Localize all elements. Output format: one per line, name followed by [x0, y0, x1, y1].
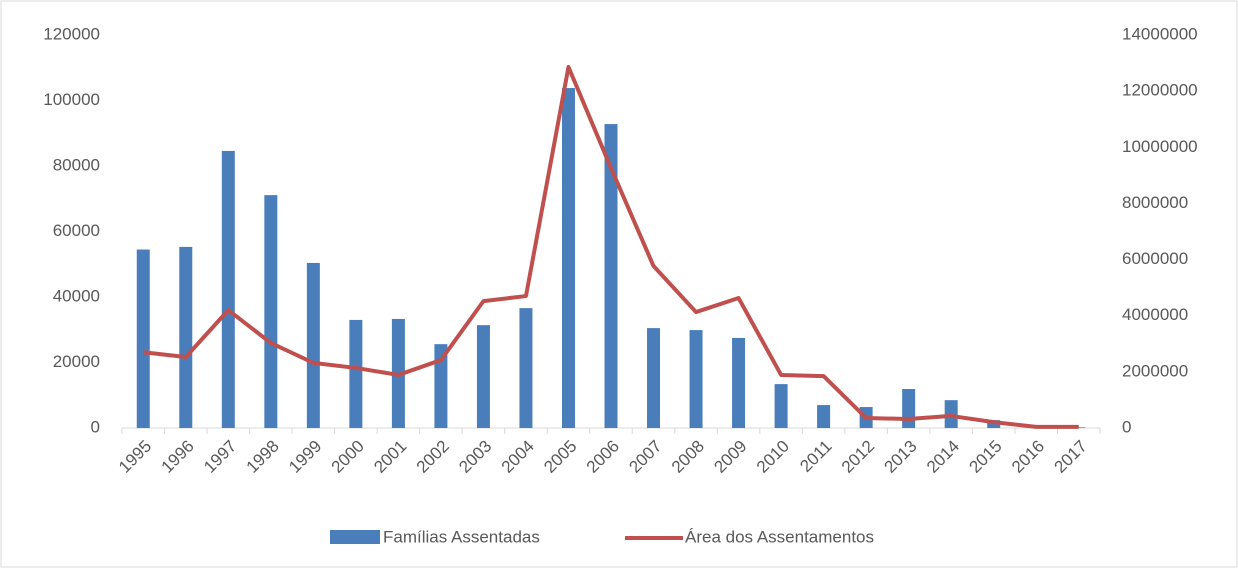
y-tick-label: 40000 — [53, 286, 100, 305]
y2-tick-label: 8000000 — [1122, 193, 1188, 212]
y-tick-label: 20000 — [53, 352, 100, 371]
bar — [519, 308, 533, 428]
y-tick-label: 0 — [91, 417, 100, 436]
bar — [264, 195, 278, 428]
y2-tick-label: 2000000 — [1122, 361, 1188, 380]
bar — [306, 262, 320, 428]
bar — [179, 246, 193, 428]
legend-swatch — [330, 530, 380, 544]
legend-label: Área dos Assentamentos — [685, 527, 874, 546]
y2-tick-label: 14000000 — [1122, 24, 1198, 43]
legend-label: Famílias Assentadas — [383, 527, 540, 546]
bar — [732, 337, 746, 428]
bar — [647, 328, 661, 428]
y-tick-label: 60000 — [53, 221, 100, 240]
bar — [774, 384, 788, 428]
bar — [689, 330, 703, 428]
bar — [902, 389, 916, 428]
bar — [476, 325, 490, 428]
y2-tick-label: 12000000 — [1122, 81, 1198, 100]
y2-tick-label: 10000000 — [1122, 137, 1198, 156]
bar — [434, 344, 448, 428]
bar — [221, 150, 235, 428]
bar — [817, 405, 831, 428]
y-tick-label: 120000 — [43, 24, 100, 43]
bar — [136, 249, 150, 428]
y2-tick-label: 6000000 — [1122, 249, 1188, 268]
line — [143, 65, 1079, 429]
y2-tick-label: 0 — [1122, 417, 1131, 436]
bar — [561, 88, 575, 429]
y-tick-label: 100000 — [43, 90, 100, 109]
y-tick-label: 80000 — [53, 155, 100, 174]
bar — [349, 319, 363, 428]
y2-tick-label: 4000000 — [1122, 305, 1188, 324]
bar — [604, 124, 618, 428]
